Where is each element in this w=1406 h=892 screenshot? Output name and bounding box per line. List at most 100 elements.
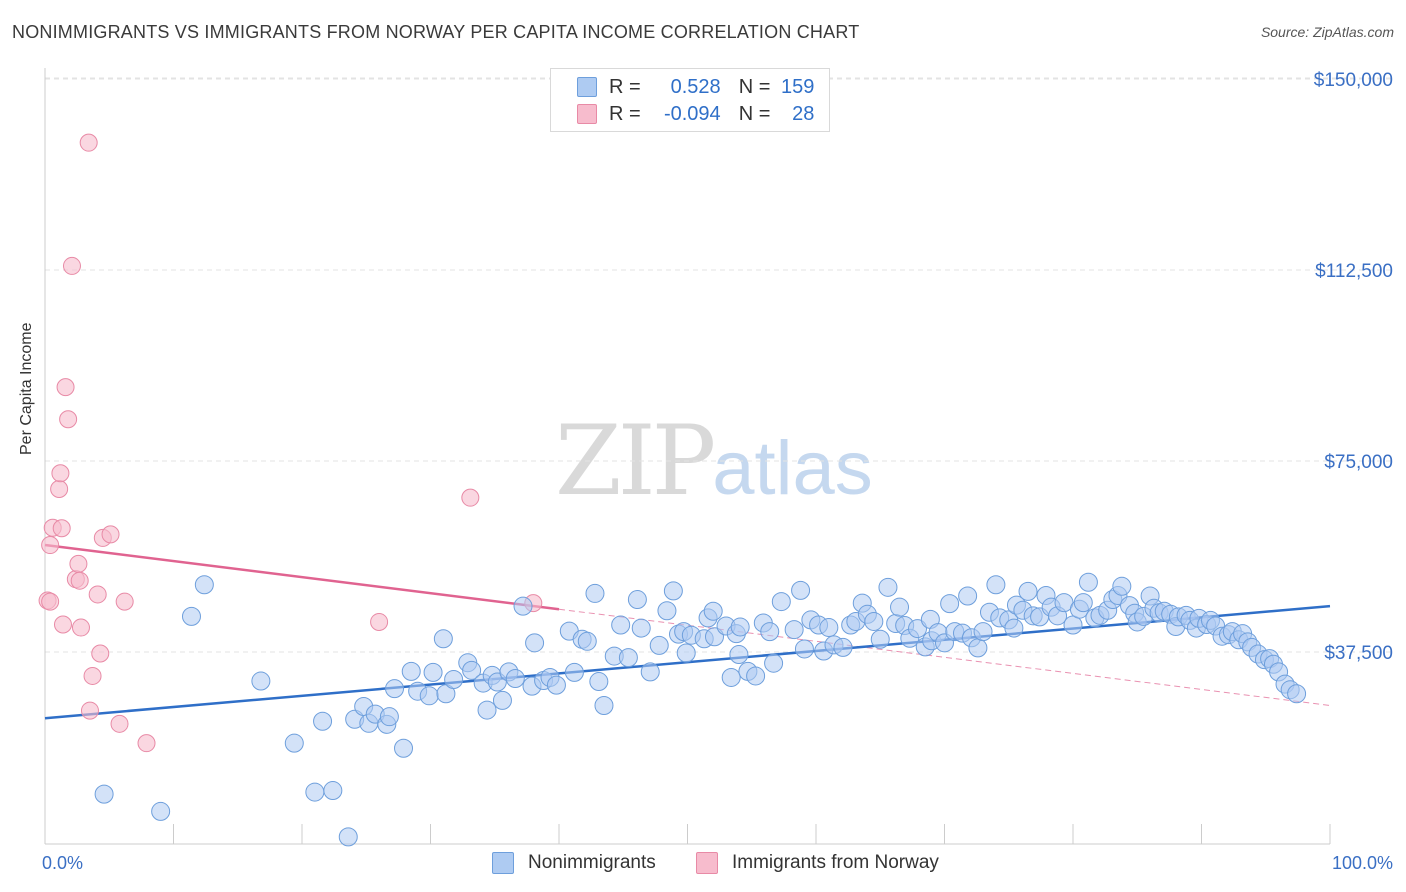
nonimmigrant-point — [525, 633, 545, 653]
series-legend: Nonimmigrants Immigrants from Norway — [0, 852, 1406, 878]
nonimmigrant-point — [401, 661, 421, 681]
nonimmigrant-point — [940, 594, 960, 614]
norway-point — [50, 480, 69, 499]
legend-row-nonimmigrants: R = 0.528 N = 159 — [551, 73, 814, 101]
nonimmigrant-point — [444, 670, 464, 690]
x-tick-labels: 0.0% 100.0% — [42, 853, 1393, 873]
legend-r-value: -0.094 — [663, 102, 721, 125]
norway-point — [115, 592, 134, 611]
norway-point — [101, 525, 120, 544]
x-tick-label-max: 100.0% — [1332, 853, 1393, 873]
nonimmigrant-point — [730, 617, 750, 637]
y-tick-label: $150,000 — [1314, 70, 1393, 91]
y-tick-label: $75,000 — [1324, 452, 1393, 473]
legend-swatch-pink — [577, 104, 597, 124]
norway-point — [53, 615, 72, 634]
nonimmigrant-point — [423, 662, 443, 682]
nonimmigrant-point — [1287, 684, 1307, 704]
norway-point — [79, 133, 98, 152]
norway-point — [70, 571, 89, 590]
nonimmigrant-point — [577, 631, 597, 651]
correlation-legend: R = 0.528 N = 159 R = -0.094 N = 28 — [550, 68, 830, 132]
grid-lines — [45, 77, 1395, 653]
norway-point — [110, 714, 129, 733]
nonimmigrant-point — [611, 615, 631, 635]
nonimmigrant-point — [1004, 618, 1024, 638]
nonimmigrant-point — [764, 653, 784, 673]
nonimmigrant-point — [338, 827, 358, 847]
norway-point — [88, 585, 107, 604]
nonimmigrant-point — [194, 575, 214, 595]
norway-point — [69, 554, 88, 573]
series-label: Immigrants from Norway — [732, 852, 939, 873]
nonimmigrant-point — [640, 662, 660, 682]
nonimmigrant-point — [477, 700, 497, 720]
legend-r-label: R = — [609, 102, 641, 125]
source-label: Source: ZipAtlas.com — [1260, 24, 1394, 40]
legend-row-norway: R = -0.094 N = 28 — [551, 100, 814, 128]
series-legend-item-norway[interactable]: Immigrants from Norway — [696, 852, 939, 874]
y-tick-label: $112,500 — [1315, 261, 1393, 282]
watermark-atlas: atlas — [712, 426, 873, 511]
nonimmigrant-point — [676, 643, 696, 663]
norway-point — [91, 644, 110, 663]
nonimmigrant-point — [968, 638, 988, 658]
axes — [44, 68, 1331, 845]
nonimmigrant-point — [870, 629, 890, 649]
series-swatch-blue — [492, 852, 514, 874]
nonimmigrant-point — [181, 606, 201, 626]
nonimmigrant-point — [746, 666, 766, 686]
nonimmigrants-points — [94, 572, 1307, 847]
nonimmigrant-point — [760, 622, 780, 642]
nonimmigrant-point — [864, 611, 884, 631]
nonimmigrant-point — [462, 660, 482, 680]
norway-point — [80, 701, 99, 720]
nonimmigrant-point — [657, 601, 677, 621]
chart-title: NONIMMIGRANTS VS IMMIGRANTS FROM NORWAY … — [12, 22, 860, 42]
nonimmigrant-point — [385, 679, 405, 699]
series-legend-item-nonimmigrants[interactable]: Nonimmigrants — [492, 852, 656, 874]
legend-r-value: 0.528 — [670, 75, 721, 98]
nonimmigrant-point — [649, 635, 669, 655]
nonimmigrant-point — [394, 738, 414, 758]
nonimmigrant-point — [564, 662, 584, 682]
norway-point — [137, 734, 156, 753]
nonimmigrant-point — [890, 597, 910, 617]
norway-point — [51, 464, 70, 483]
nonimmigrant-point — [1112, 576, 1132, 596]
nonimmigrant-point — [958, 586, 978, 606]
nonimmigrant-point — [663, 581, 683, 601]
nonimmigrant-point — [546, 675, 566, 695]
nonimmigrant-point — [721, 667, 741, 687]
nonimmigrant-point — [1018, 581, 1038, 601]
nonimmigrant-point — [379, 707, 399, 727]
norway-trend-line — [44, 543, 560, 611]
norway-point — [41, 536, 60, 555]
norway-point — [59, 410, 78, 429]
nonimmigrant-point — [627, 590, 647, 610]
legend-r-label: R = — [609, 75, 641, 98]
nonimmigrant-point — [585, 583, 605, 603]
nonimmigrant-point — [973, 622, 993, 642]
immigrants-norway-points — [38, 133, 543, 753]
nonimmigrant-point — [1073, 593, 1093, 613]
norway-point — [52, 519, 71, 538]
nonimmigrant-point — [784, 620, 804, 640]
series-label: Nonimmigrants — [528, 852, 656, 873]
nonimmigrant-point — [492, 690, 512, 710]
y-tick-labels: $37,500 $75,000 $112,500 $150,000 — [1314, 70, 1393, 664]
nonimmigrant-point — [819, 618, 839, 638]
y-tick-label: $37,500 — [1324, 643, 1393, 664]
y-axis-label: Per Capita Income — [18, 322, 35, 455]
nonimmigrant-point — [631, 618, 651, 638]
norway-point — [56, 378, 75, 397]
nonimmigrant-point — [505, 668, 525, 688]
nonimmigrant-point — [986, 575, 1006, 595]
nonimmigrant-point — [151, 801, 171, 821]
nonimmigrant-point — [908, 619, 928, 639]
series-swatch-pink — [696, 852, 718, 874]
nonimmigrant-point — [284, 733, 304, 753]
pink-trend-group — [44, 543, 1331, 706]
nonimmigrant-point — [433, 629, 453, 649]
legend-swatch-blue — [577, 77, 597, 97]
